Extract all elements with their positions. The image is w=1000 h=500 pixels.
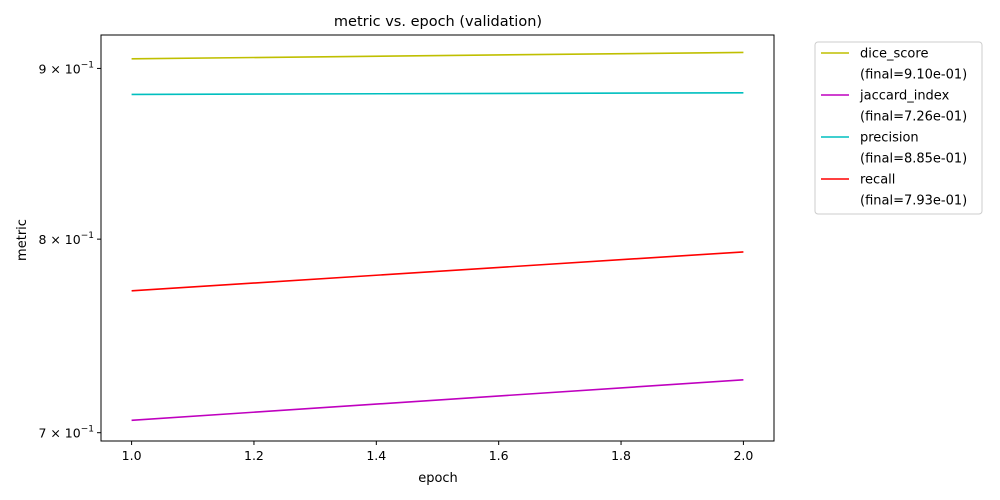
series-lines <box>131 51 744 422</box>
legend-box <box>814 41 983 215</box>
legend-label-jaccard-index: jaccard_index <box>859 89 950 104</box>
legend-final-dice-score: (final=9.10e-01) <box>860 68 967 83</box>
y-tick-label: 8 × 10−1 <box>38 231 94 247</box>
x-tick-label: 1.8 <box>611 448 631 463</box>
y-tick-label: 9 × 10−1 <box>38 60 94 76</box>
plot-area <box>100 34 775 442</box>
legend: dice_score (final=9.10e-01) jaccard_index (… <box>814 41 983 215</box>
y-axis-label: metric <box>15 219 30 261</box>
legend-label-recall: recall <box>860 173 895 188</box>
series-line-recall <box>131 251 744 292</box>
legend-label-precision: precision <box>860 131 919 146</box>
tick-group: 1.0 1.2 1.4 1.6 1.8 2.0 7 × 10−1 8 × 10−1 9 × 10… <box>38 60 753 463</box>
x-tick-label: 1.0 <box>122 448 142 463</box>
series-line-precision <box>131 92 744 96</box>
x-tick-label: 1.4 <box>366 448 386 463</box>
series-line-jaccard-index <box>131 379 744 422</box>
legend-final-recall: (final=7.93e-01) <box>860 194 967 209</box>
y-tick-label: 7 × 10−1 <box>38 425 94 441</box>
legend-final-jaccard-index: (final=7.26e-01) <box>860 110 967 125</box>
x-tick-label: 1.2 <box>244 448 264 463</box>
x-axis-label: epoch <box>418 471 458 486</box>
series-line-dice-score <box>131 51 744 60</box>
legend-label-dice-score: dice_score <box>860 47 928 62</box>
x-tick-label: 2.0 <box>733 448 753 463</box>
x-tick-label: 1.6 <box>489 448 509 463</box>
legend-final-precision: (final=8.85e-01) <box>860 152 967 167</box>
chart-title: metric vs. epoch (validation) <box>334 14 542 30</box>
